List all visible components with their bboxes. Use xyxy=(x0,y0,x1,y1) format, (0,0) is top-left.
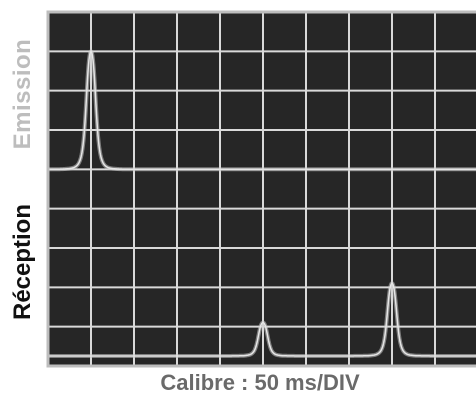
screen-frame xyxy=(46,10,476,368)
emission-trace-core xyxy=(48,50,476,171)
timebase-caption: Calibre : 50 ms/DIV xyxy=(160,370,360,395)
reception-trace-core xyxy=(48,282,476,357)
traces xyxy=(48,48,476,358)
grid xyxy=(48,12,476,366)
